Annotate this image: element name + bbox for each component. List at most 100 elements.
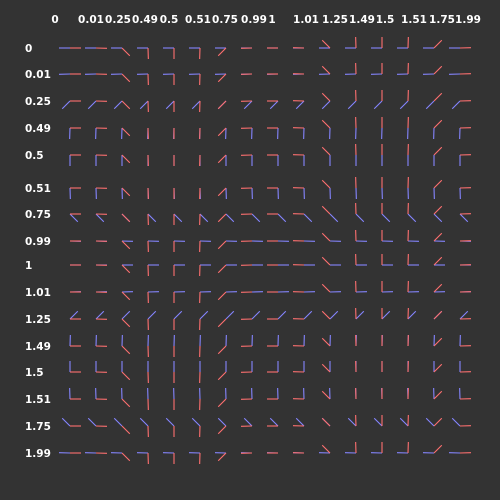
segment-b <box>121 187 131 197</box>
angle-glyph <box>355 176 357 200</box>
angle-glyph <box>199 310 209 331</box>
angle-glyph <box>95 361 108 373</box>
angle-glyph <box>139 100 149 113</box>
angle-glyph <box>433 361 443 373</box>
angle-glyph <box>110 73 131 83</box>
segment-b <box>121 240 131 250</box>
segment-b <box>433 256 443 266</box>
angle-glyph <box>173 310 183 330</box>
angle-glyph <box>188 452 201 465</box>
segment-b <box>321 417 331 427</box>
angle-glyph <box>191 417 201 438</box>
angle-glyph <box>370 442 383 454</box>
angle-glyph <box>267 127 279 140</box>
angle-glyph <box>173 264 185 276</box>
segment-a <box>165 417 175 427</box>
segment-b <box>321 256 331 266</box>
segment-b <box>433 205 443 215</box>
angle-glyph <box>433 179 443 200</box>
segment-b <box>321 119 331 129</box>
angle-glyph <box>321 387 331 400</box>
row-label: 1.49 <box>25 341 51 353</box>
angle-glyph <box>355 202 365 223</box>
row-label: 1.01 <box>25 287 51 299</box>
angle-glyph <box>147 387 149 411</box>
segment-b <box>321 363 331 373</box>
segment-a <box>95 213 105 223</box>
angle-glyph <box>407 280 420 293</box>
column-label: 1.75 <box>429 14 455 26</box>
angle-glyph <box>267 100 279 110</box>
angle-glyph <box>95 387 108 400</box>
column-label: 1.51 <box>401 14 427 26</box>
angle-glyph <box>217 387 227 408</box>
segment-a <box>69 213 79 223</box>
angle-glyph <box>292 417 305 427</box>
segment-b <box>433 39 443 49</box>
angle-glyph <box>240 127 253 140</box>
column-label: 0 <box>51 14 58 26</box>
angle-glyph <box>191 100 201 113</box>
angle-glyph <box>240 100 253 110</box>
angle-glyph <box>321 146 331 166</box>
angle-glyph <box>217 240 238 250</box>
segment-b <box>217 291 227 301</box>
angle-glyph <box>355 253 367 266</box>
angle-glyph <box>373 415 383 427</box>
segment-a <box>95 310 105 320</box>
angle-glyph <box>267 334 279 347</box>
angle-glyph <box>69 334 81 347</box>
angle-glyph <box>240 361 253 373</box>
angle-glyph <box>451 417 472 427</box>
angle-glyph <box>95 154 108 166</box>
segment-b <box>217 264 227 274</box>
angle-glyph <box>292 334 305 347</box>
angle-glyph <box>199 334 201 358</box>
angle-glyph <box>121 187 131 200</box>
angle-glyph <box>407 229 420 242</box>
segment-b <box>321 205 331 215</box>
angle-glyph <box>240 187 253 200</box>
angle-glyph <box>147 264 159 277</box>
row-label: 0.01 <box>25 69 51 81</box>
angle-glyph <box>321 232 342 242</box>
segment-a <box>113 417 123 427</box>
segment-b <box>217 425 227 435</box>
angle-glyph <box>147 213 157 226</box>
segment-a <box>407 310 417 320</box>
segment-b <box>121 345 131 355</box>
segment-a <box>251 213 261 223</box>
angle-glyph <box>373 90 383 110</box>
angle-glyph <box>422 65 443 75</box>
segment-b <box>321 232 331 242</box>
angle-glyph <box>217 264 237 274</box>
segment-b <box>321 39 331 49</box>
segment-b <box>217 154 227 164</box>
angle-glyph <box>292 310 313 320</box>
angle-glyph <box>267 387 279 400</box>
angle-glyph <box>292 213 313 223</box>
angle-glyph <box>321 361 331 373</box>
segment-a <box>165 100 175 110</box>
segment-b <box>433 65 443 75</box>
row-label: 1.51 <box>25 394 51 406</box>
angle-glyph <box>162 452 175 464</box>
angle-glyph <box>407 387 409 400</box>
row-label: 1.75 <box>25 421 51 433</box>
angle-glyph <box>217 361 227 381</box>
segment-a <box>173 310 183 320</box>
angle-glyph <box>267 213 287 223</box>
angle-glyph <box>321 310 339 320</box>
segment-a <box>295 417 305 427</box>
angle-glyph <box>87 100 108 110</box>
column-label: 0.01 <box>78 14 104 26</box>
angle-glyph <box>433 387 443 400</box>
segment-a <box>459 310 469 320</box>
angle-glyph <box>321 92 331 110</box>
segment-b <box>217 100 227 110</box>
segment-b <box>121 318 131 328</box>
segment-a <box>381 213 391 223</box>
angle-glyph <box>267 187 279 200</box>
angle-glyph <box>423 39 443 49</box>
